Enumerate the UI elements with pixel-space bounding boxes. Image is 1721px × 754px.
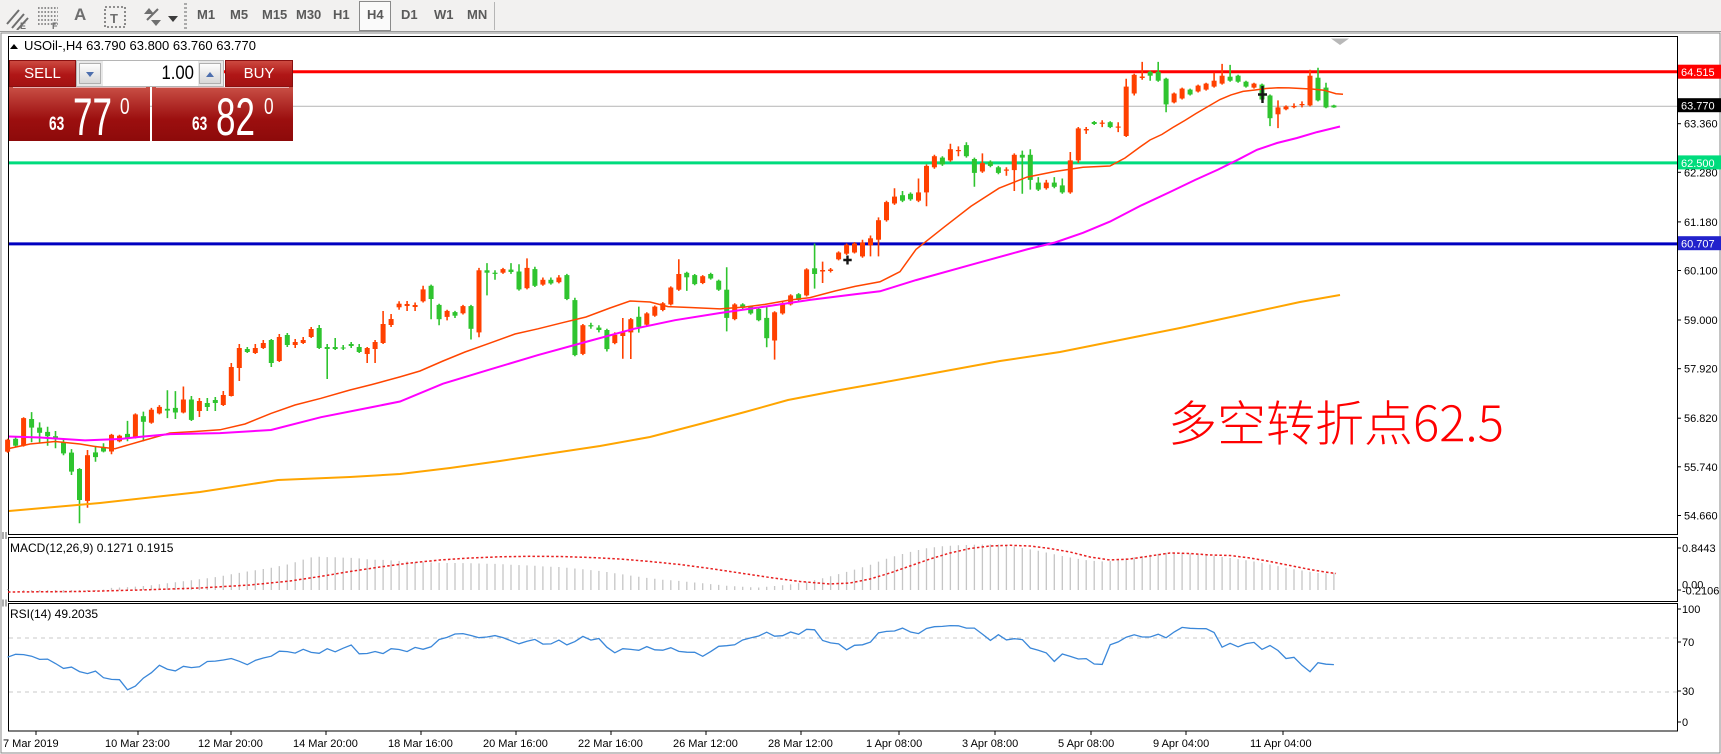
svg-text:7 Mar 2019: 7 Mar 2019	[3, 738, 59, 750]
svg-text:63.770: 63.770	[1681, 101, 1715, 113]
svg-text:60.100: 60.100	[1684, 266, 1718, 278]
svg-text:10 Mar 23:00: 10 Mar 23:00	[105, 738, 170, 750]
svg-text:62.500: 62.500	[1681, 158, 1715, 170]
svg-text:22 Mar 16:00: 22 Mar 16:00	[578, 738, 643, 750]
svg-text:59.000: 59.000	[1684, 315, 1718, 327]
svg-text:30: 30	[1682, 686, 1694, 698]
svg-text:T: T	[110, 11, 118, 26]
svg-text:3 Apr 08:00: 3 Apr 08:00	[962, 738, 1018, 750]
svg-text:0.8443: 0.8443	[1682, 543, 1716, 555]
svg-text:E: E	[20, 21, 26, 30]
svg-text:60.707: 60.707	[1681, 239, 1715, 251]
svg-text:MACD(12,26,9) 0.1271 0.1915: MACD(12,26,9) 0.1271 0.1915	[10, 541, 174, 555]
svg-text:20 Mar 16:00: 20 Mar 16:00	[483, 738, 548, 750]
svg-text:12 Mar 20:00: 12 Mar 20:00	[198, 738, 263, 750]
svg-text:1 Apr 08:00: 1 Apr 08:00	[866, 738, 922, 750]
svg-text:5 Apr 08:00: 5 Apr 08:00	[1058, 738, 1114, 750]
svg-text:-0.2106: -0.2106	[1682, 586, 1719, 598]
svg-text:0.00: 0.00	[1682, 580, 1703, 592]
svg-text:63.360: 63.360	[1684, 119, 1718, 131]
svg-text:70: 70	[1682, 637, 1694, 649]
svg-text:18 Mar 16:00: 18 Mar 16:00	[388, 738, 453, 750]
svg-text:64.515: 64.515	[1681, 67, 1715, 79]
svg-text:28 Mar 12:00: 28 Mar 12:00	[768, 738, 833, 750]
svg-text:26 Mar 12:00: 26 Mar 12:00	[673, 738, 738, 750]
svg-text:62.280: 62.280	[1684, 167, 1718, 179]
svg-text:56.820: 56.820	[1684, 413, 1718, 425]
svg-text:USOil-,H4 63.790 63.800 63.76: USOil-,H4 63.790 63.800 63.760 63.770	[24, 38, 256, 53]
svg-text:9 Apr 04:00: 9 Apr 04:00	[1153, 738, 1209, 750]
svg-text:54.660: 54.660	[1684, 511, 1718, 523]
svg-text:61.180: 61.180	[1684, 217, 1718, 229]
svg-text:F: F	[52, 21, 58, 30]
svg-text:0: 0	[1682, 717, 1688, 729]
svg-text:11 Apr 04:00: 11 Apr 04:00	[1250, 738, 1312, 750]
svg-text:RSI(14) 49.2035: RSI(14) 49.2035	[10, 607, 98, 621]
svg-text:55.740: 55.740	[1684, 462, 1718, 474]
svg-text:57.920: 57.920	[1684, 364, 1718, 376]
svg-text:14 Mar 20:00: 14 Mar 20:00	[293, 738, 358, 750]
svg-text:100: 100	[1682, 604, 1700, 616]
